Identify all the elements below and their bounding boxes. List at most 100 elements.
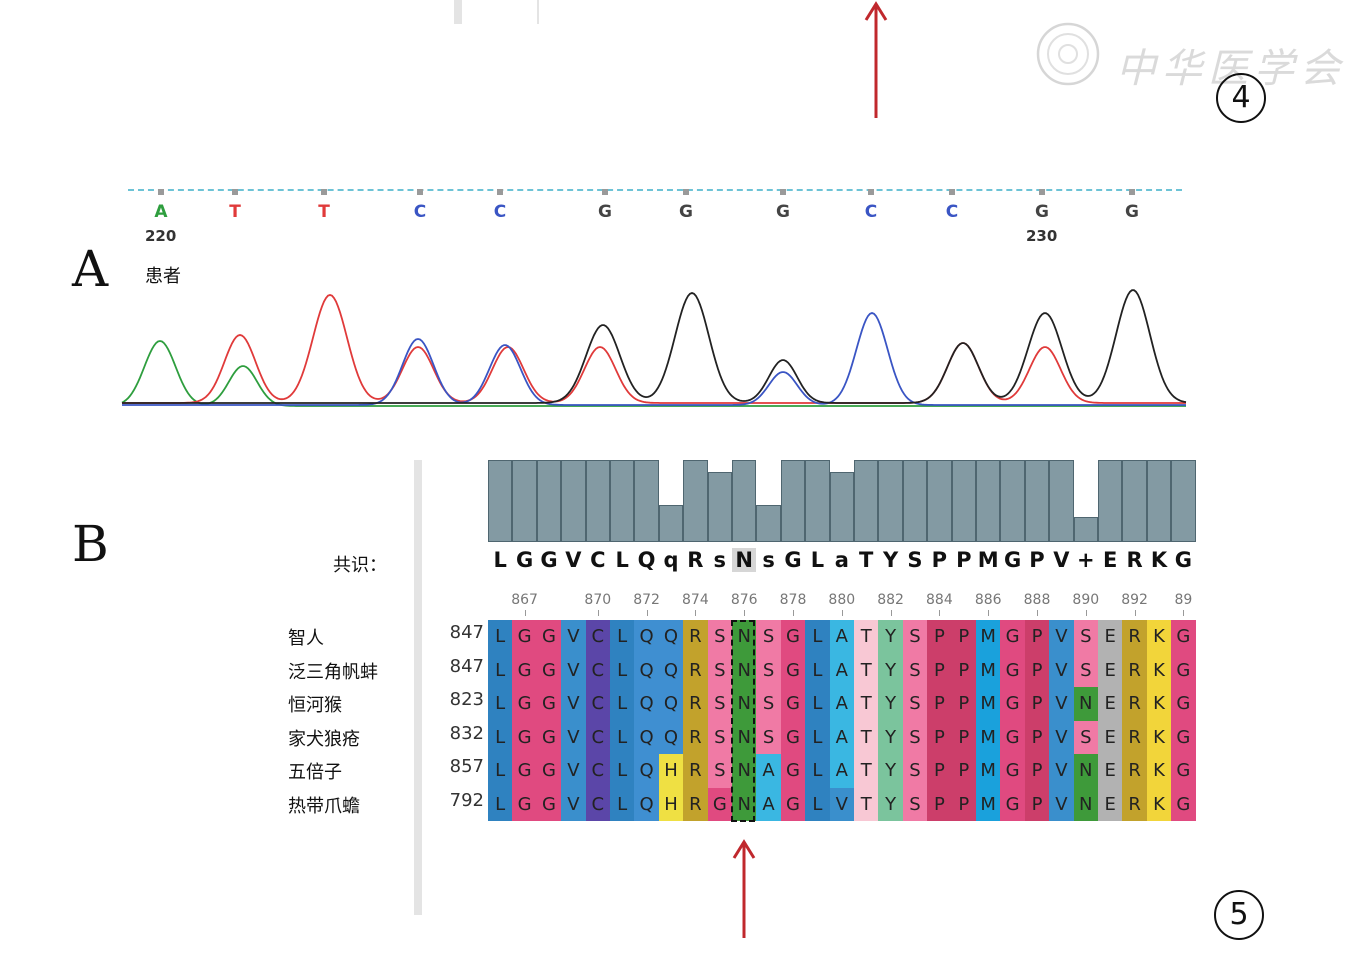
conservation-bar [951,460,976,542]
consensus-residue: L [493,548,507,572]
crop-mark [537,0,539,24]
residue-cell: G [536,720,562,754]
consensus-residue: G [1174,548,1192,572]
conservation-bar [1122,460,1147,542]
conservation-bar [1098,460,1123,542]
residue-cell: S [902,720,928,754]
residue-cell: S [902,653,928,687]
column-number: 89 [1174,592,1193,608]
residue-cell: A [829,720,854,754]
residue-cell: V [561,620,586,654]
residue-cell: G [536,754,562,788]
residue-cell: N [1073,687,1098,721]
residue-cell: Q [634,687,659,721]
residue-cell: C [585,720,610,754]
residue-cell: N [732,787,757,821]
residue-cell: Q [658,653,684,687]
residue-cell: S [1073,620,1098,654]
residue-cell: R [1122,653,1147,687]
residue-cell: E [1098,687,1123,721]
column-number: 870 [584,592,612,608]
panel-b-letter: B [72,515,109,573]
residue-cell: M [976,687,1001,721]
residue-cell: Y [878,720,903,754]
residue-cell: T [854,653,879,687]
species-name: 泛三角帆蚌 [288,661,378,683]
bottom-arrow [732,839,756,938]
base-call: G [776,202,790,222]
trace-G [122,289,1187,404]
residue-cell: P [927,687,952,721]
residue-cell: V [1049,720,1074,754]
residue-cell: P [927,720,952,754]
residue-cell: N [1073,787,1098,821]
species-name: 五倍子 [288,762,342,783]
conservation-bar [610,460,635,542]
conservation-bar [854,460,879,542]
residue-cell: P [927,754,952,788]
consensus-residue: Y [882,548,899,572]
residue-cell: S [1073,720,1098,754]
base-call: T [318,202,330,222]
consensus-residue: N [732,548,757,572]
residue-cell: Q [634,754,659,788]
base-call: C [493,202,507,222]
residue-cell: Q [658,720,684,754]
residue-cell: R [1122,787,1147,821]
residue-cell: P [927,620,952,654]
residue-cell: V [1049,653,1074,687]
alignment-divider [414,460,422,915]
residue-cell: S [756,653,781,687]
conservation-bar [1146,460,1172,542]
conservation-bar [707,472,732,542]
species-name: 家犬狼疮 [288,728,360,750]
consensus-residue: V [565,548,582,572]
conservation-bar [927,460,952,542]
watermark-seal-logo [1036,22,1100,86]
residue-cell: S [707,620,732,654]
panel-a-letter: A [72,240,109,298]
residue-cell: G [512,754,537,788]
conservation-bar [976,460,1001,542]
base-tick [780,189,786,195]
sequence-track-line [128,189,1182,191]
conservation-bar [902,460,928,542]
residue-cell: Y [878,620,903,654]
residue-cell: H [658,787,684,821]
column-number: 880 [828,592,856,608]
sample-label: 患者 [145,266,181,287]
residue-cell: T [854,787,879,821]
residue-cell: P [951,754,976,788]
residue-cell: P [927,653,952,687]
residue-cell: P [951,620,976,654]
residue-cell: L [805,787,830,821]
residue-cell: L [610,720,635,754]
consensus-residue: + [1076,548,1095,572]
consensus-residue: V [1053,548,1070,572]
residue-cell: G [1000,653,1025,687]
consensus-residue: P [1029,548,1045,572]
residue-cell: G [536,653,562,687]
residue-cell: K [1146,620,1172,654]
residue-cell: P [927,787,952,821]
column-tick [1183,610,1185,616]
consensus-residue: L [810,548,825,572]
base-call: G [1035,202,1049,222]
consensus-residue: R [1126,548,1143,572]
base-tick [868,189,874,195]
residue-cell: T [854,754,879,788]
residue-cell: G [1171,620,1196,654]
conservation-bar [1073,517,1098,542]
residue-cell: P [951,687,976,721]
residue-cell: K [1146,653,1172,687]
residue-cell: Q [634,620,659,654]
consensus-residue: G [540,548,558,572]
conservation-bar [658,505,684,542]
residue-cell: C [585,787,610,821]
conservation-bar [878,460,903,542]
residue-cell: G [1000,754,1025,788]
residue-cell: V [561,653,586,687]
residue-cell: S [902,687,928,721]
consensus-residue: s [762,548,775,572]
column-tick [1134,610,1136,616]
